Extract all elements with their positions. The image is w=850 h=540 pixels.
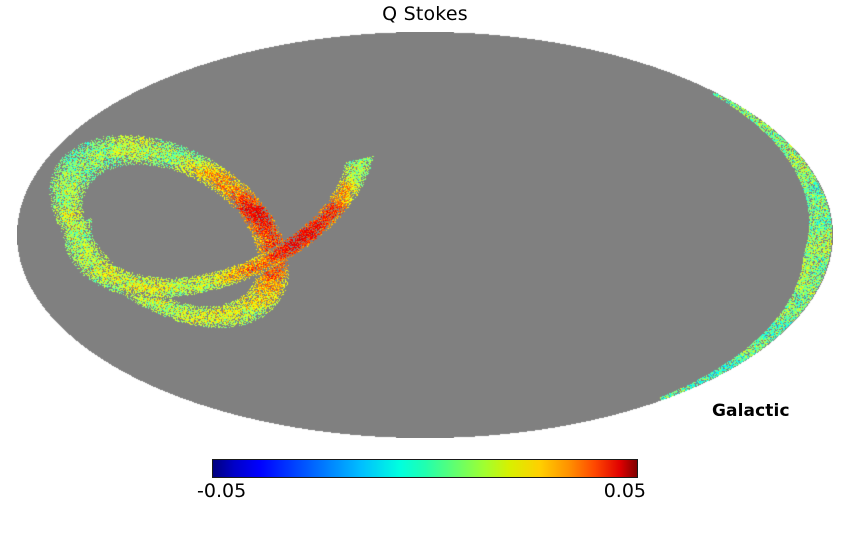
page-title: Q Stokes <box>382 3 468 25</box>
colorbar-gradient <box>212 459 638 478</box>
colorbar-min-label: -0.05 <box>197 480 247 502</box>
mollweide-projection <box>17 32 833 438</box>
colorbar-max-label: 0.05 <box>603 480 646 502</box>
sky-map-canvas <box>17 32 833 438</box>
coordinate-frame-label: Galactic <box>712 401 790 421</box>
colorbar: -0.05 0.05 <box>197 459 646 507</box>
